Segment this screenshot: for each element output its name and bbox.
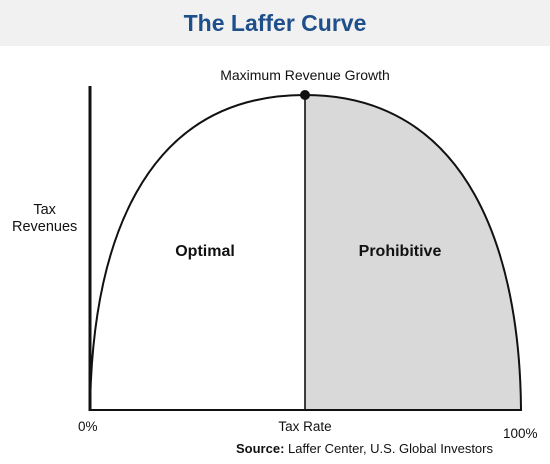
y-axis-label-line-1: Tax <box>33 202 56 218</box>
title-bar: The Laffer Curve <box>0 0 550 46</box>
source-text: Laffer Center, U.S. Global Investors <box>284 441 493 456</box>
x-tick-start: 0% <box>78 419 98 434</box>
figure-title: The Laffer Curve <box>183 9 367 36</box>
x-axis-label: Tax Rate <box>278 419 332 434</box>
y-axis-label-line-2: Revenues <box>12 219 78 235</box>
prohibitive-region-fill <box>305 95 521 410</box>
source-prefix: Source: <box>236 441 285 456</box>
source-note: Source: Laffer Center, U.S. Global Inves… <box>236 441 493 456</box>
region-label-prohibitive: Prohibitive <box>358 243 442 260</box>
peak-label: Maximum Revenue Growth <box>220 67 390 83</box>
region-label-optimal: Optimal <box>175 243 235 260</box>
x-tick-end: 100% <box>503 426 538 441</box>
y-axis-label: Tax Revenues <box>12 202 77 236</box>
peak-marker <box>300 90 310 100</box>
